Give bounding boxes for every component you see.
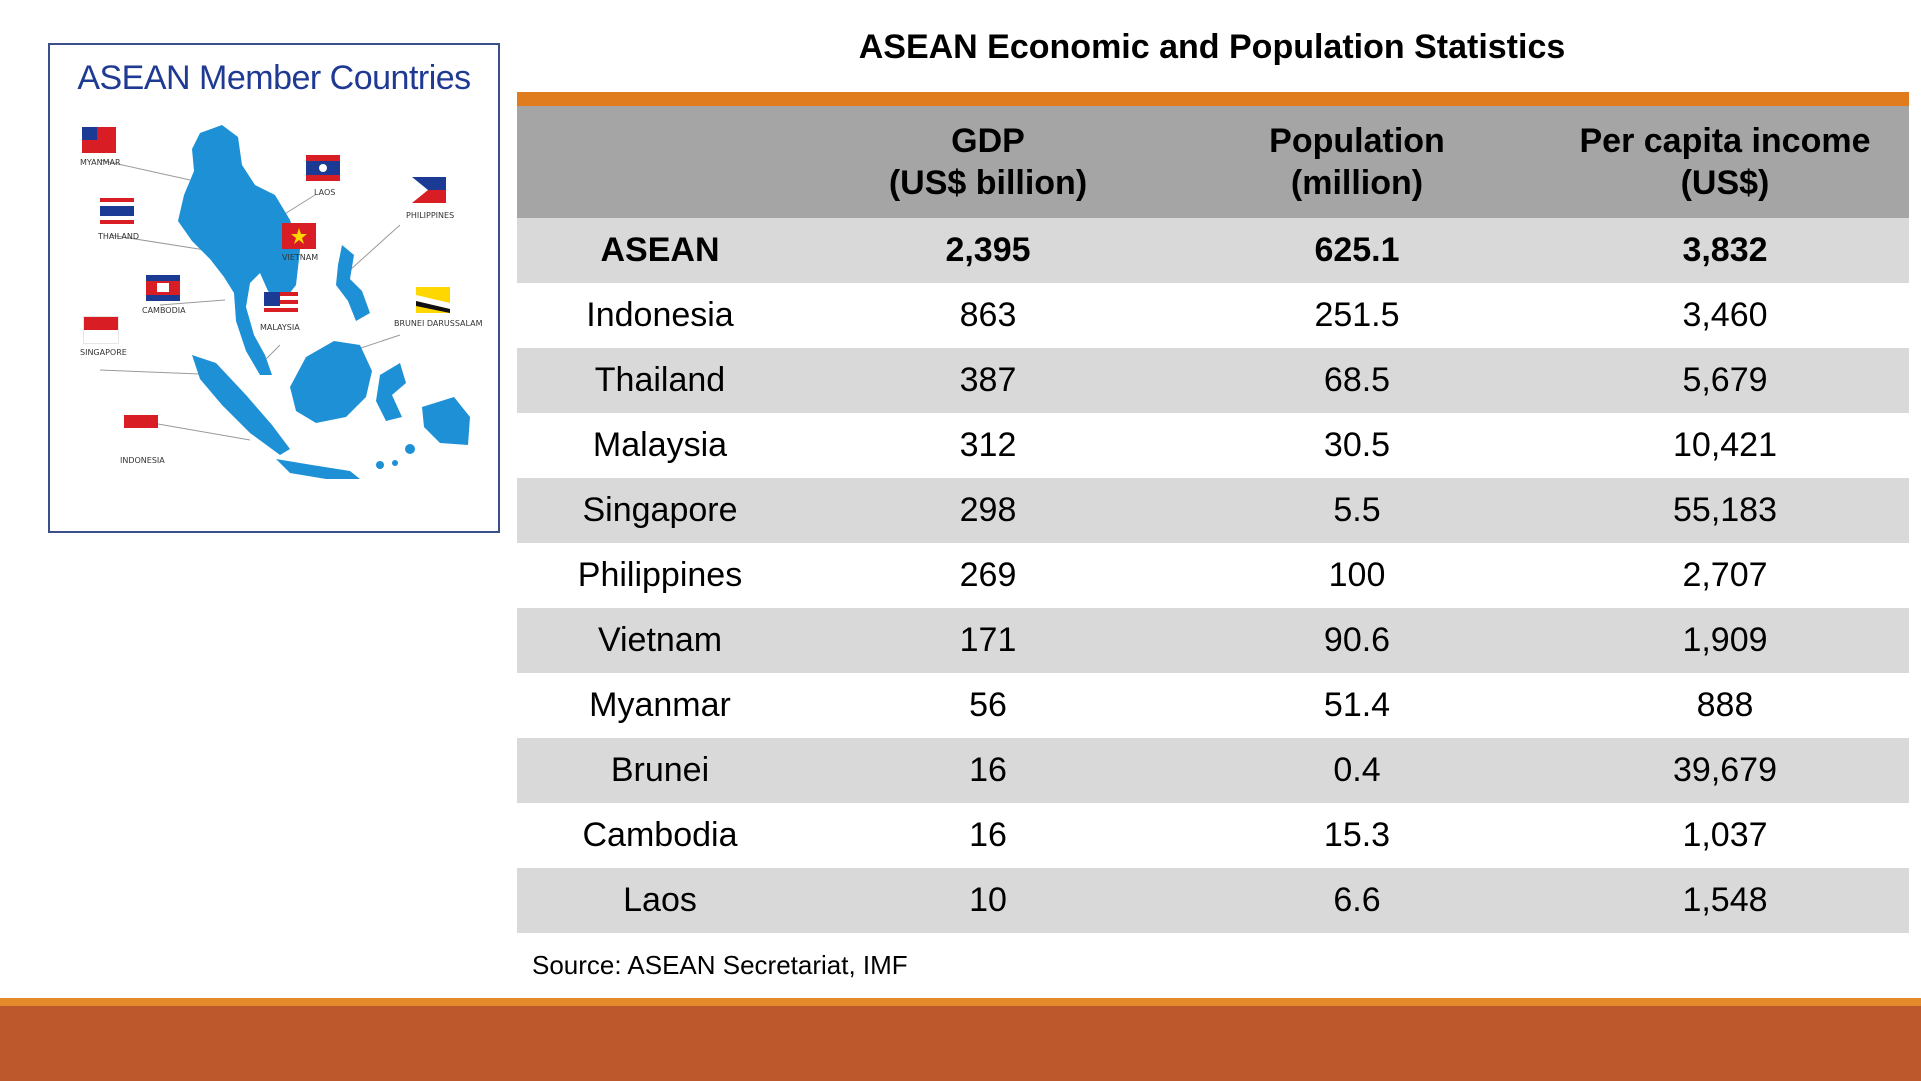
table-row: Myanmar 56 51.4 888 [517, 673, 1909, 738]
source-note: Source: ASEAN Secretariat, IMF [532, 950, 908, 980]
cell-population: 15.3 [1173, 803, 1541, 868]
map-title: ASEAN Member Countries [77, 59, 471, 97]
cell-population: 100 [1173, 543, 1541, 608]
cell-gdp: 171 [803, 608, 1173, 673]
table-row: Laos 10 6.6 1,548 [517, 868, 1909, 933]
cell-country: Laos [517, 868, 803, 933]
header-gdp: GDP (US$ billion) [803, 106, 1173, 218]
flag-label: PHILIPPINES [406, 211, 454, 220]
flag-laos-icon [306, 155, 340, 181]
asean-map-image: MYANMAR THAILAND LAOS VIETNAM [80, 125, 483, 479]
header-country [517, 106, 803, 218]
cell-country: Myanmar [517, 673, 803, 738]
footer-accent-line [0, 998, 1921, 1006]
cell-country: Malaysia [517, 413, 803, 478]
flag-malaysia-icon [264, 292, 298, 318]
table-header-row: GDP (US$ billion) Population (million) P… [517, 106, 1909, 218]
flag-label: MALAYSIA [260, 323, 300, 332]
cell-gdp: 298 [803, 478, 1173, 543]
header-per-capita-line2: (US$) [1680, 164, 1770, 202]
table-title: ASEAN Economic and Population Statistics [858, 28, 1566, 66]
flag-brunei-icon [416, 287, 450, 313]
table-row: Singapore 298 5.5 55,183 [517, 478, 1909, 543]
cell-gdp: 387 [803, 348, 1173, 413]
flag-label: SINGAPORE [80, 348, 127, 357]
flag-myanmar-icon [82, 127, 116, 153]
cell-population: 51.4 [1173, 673, 1541, 738]
header-per-capita: Per capita income (US$) [1541, 106, 1909, 218]
cell-gdp: 16 [803, 738, 1173, 803]
cell-gdp: 269 [803, 543, 1173, 608]
cell-per-capita: 1,909 [1541, 608, 1909, 673]
cell-per-capita: 5,679 [1541, 348, 1909, 413]
flag-philippines-icon [412, 177, 446, 203]
cell-gdp: 10 [803, 868, 1173, 933]
cell-country: Indonesia [517, 283, 803, 348]
cell-gdp: 16 [803, 803, 1173, 868]
cell-per-capita: 10,421 [1541, 413, 1909, 478]
cell-per-capita: 55,183 [1541, 478, 1909, 543]
cell-per-capita: 1,548 [1541, 868, 1909, 933]
cell-country: Singapore [517, 478, 803, 543]
flag-label: THAILAND [97, 232, 139, 241]
table-row: ASEAN 2,395 625.1 3,832 [517, 218, 1909, 283]
cell-population: 30.5 [1173, 413, 1541, 478]
asean-map-panel: MYANMAR THAILAND LAOS VIETNAM [48, 43, 500, 533]
asean-stats-table: GDP (US$ billion) Population (million) P… [517, 106, 1909, 933]
cell-population: 625.1 [1173, 218, 1541, 283]
cell-per-capita: 3,832 [1541, 218, 1909, 283]
footer-band [0, 1006, 1921, 1081]
cell-per-capita: 39,679 [1541, 738, 1909, 803]
cell-per-capita: 1,037 [1541, 803, 1909, 868]
cell-country: Philippines [517, 543, 803, 608]
cell-country: Brunei [517, 738, 803, 803]
cell-population: 68.5 [1173, 348, 1541, 413]
cell-population: 6.6 [1173, 868, 1541, 933]
cell-population: 251.5 [1173, 283, 1541, 348]
header-population-line2: (million) [1290, 164, 1424, 202]
cell-country: ASEAN [517, 218, 803, 283]
flag-label: MYANMAR [80, 158, 121, 167]
header-population-line1: Population [1269, 122, 1445, 160]
cell-gdp: 312 [803, 413, 1173, 478]
flag-cambodia-icon [146, 275, 180, 301]
table-row: Cambodia 16 15.3 1,037 [517, 803, 1909, 868]
flag-label: VIETNAM [282, 253, 318, 262]
header-per-capita-line1: Per capita income [1579, 122, 1871, 160]
flag-singapore-icon [83, 316, 119, 344]
cell-per-capita: 2,707 [1541, 543, 1909, 608]
header-gdp-line2: (US$ billion) [888, 164, 1088, 202]
cell-population: 0.4 [1173, 738, 1541, 803]
flag-thailand-icon [100, 198, 134, 224]
table-row: Thailand 387 68.5 5,679 [517, 348, 1909, 413]
cell-gdp: 863 [803, 283, 1173, 348]
cell-country: Thailand [517, 348, 803, 413]
cell-population: 5.5 [1173, 478, 1541, 543]
flag-label: LAOS [314, 188, 335, 197]
header-population: Population (million) [1173, 106, 1541, 218]
cell-country: Cambodia [517, 803, 803, 868]
table-row: Indonesia 863 251.5 3,460 [517, 283, 1909, 348]
title-divider [517, 92, 1909, 106]
table-row: Vietnam 171 90.6 1,909 [517, 608, 1909, 673]
cell-population: 90.6 [1173, 608, 1541, 673]
flag-vietnam-icon [282, 223, 316, 249]
flag-label: BRUNEI DARUSSALAM [394, 319, 483, 328]
cell-per-capita: 888 [1541, 673, 1909, 738]
table-row: Philippines 269 100 2,707 [517, 543, 1909, 608]
cell-per-capita: 3,460 [1541, 283, 1909, 348]
flag-label: CAMBODIA [142, 306, 186, 315]
header-gdp-line1: GDP [951, 122, 1025, 160]
flag-indonesia-icon [124, 415, 158, 441]
table-row: Brunei 16 0.4 39,679 [517, 738, 1909, 803]
table-row: Malaysia 312 30.5 10,421 [517, 413, 1909, 478]
cell-gdp: 56 [803, 673, 1173, 738]
cell-country: Vietnam [517, 608, 803, 673]
cell-gdp: 2,395 [803, 218, 1173, 283]
flag-label: INDONESIA [120, 456, 165, 465]
